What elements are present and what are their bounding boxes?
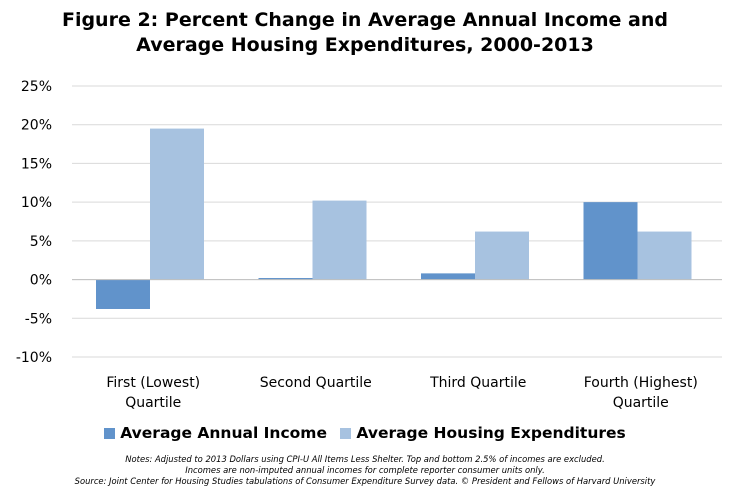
source-line: Source: Joint Center for Housing Studies… bbox=[74, 476, 656, 486]
legend: Average Annual Income Average Housing Ex… bbox=[0, 424, 730, 442]
x-category-label-line: Quartile bbox=[125, 395, 181, 411]
x-category-label-line: Third Quartile bbox=[429, 375, 526, 391]
chart-title-line-2: Average Housing Expenditures, 2000-2013 bbox=[136, 34, 594, 56]
notes-line-1: Notes: Adjusted to 2013 Dollars using CP… bbox=[125, 454, 605, 464]
x-category-label: Third Quartile bbox=[429, 375, 526, 391]
legend-item-income: Average Annual Income bbox=[104, 424, 327, 442]
x-category-label-line: Second Quartile bbox=[260, 375, 372, 391]
bar-chart: -10% -5% 0% 5% 10% 15% 20% 25% First (Lowest) Qua… bbox=[16, 79, 722, 411]
legend-item-housing: Average Housing Expenditures bbox=[340, 424, 626, 442]
y-tick-label: 0% bbox=[30, 273, 52, 289]
y-tick-label: -5% bbox=[25, 311, 52, 327]
x-category-label: Fourth (Highest) Quartile bbox=[584, 375, 698, 411]
bar-income bbox=[421, 273, 475, 280]
bar-housing bbox=[150, 128, 204, 280]
bar-housing bbox=[312, 200, 367, 280]
bar-income bbox=[258, 278, 313, 280]
y-tick-label: -10% bbox=[16, 350, 52, 366]
chart-title: Figure 2: Percent Change in Average Annu… bbox=[0, 8, 730, 58]
legend-swatch-income bbox=[104, 428, 116, 439]
notes-line-2: Incomes are non-imputed annual incomes f… bbox=[185, 465, 545, 475]
chart-title-line-1: Figure 2: Percent Change in Average Annu… bbox=[61, 9, 669, 31]
y-tick-label: 20% bbox=[21, 118, 52, 134]
x-category-label: First (Lowest) Quartile bbox=[106, 375, 200, 411]
legend-swatch-housing bbox=[340, 428, 352, 439]
legend-label-housing: Average Housing Expenditures bbox=[356, 424, 626, 442]
x-category-label-line: First (Lowest) bbox=[106, 375, 200, 391]
y-tick-label: 10% bbox=[21, 195, 52, 211]
footnotes: Notes: Adjusted to 2013 Dollars using CP… bbox=[0, 454, 730, 487]
x-category-label: Second Quartile bbox=[260, 375, 372, 391]
bar-housing bbox=[475, 231, 529, 280]
bar-income bbox=[96, 279, 150, 309]
bar-income bbox=[583, 202, 638, 280]
x-category-label-line: Fourth (Highest) bbox=[584, 375, 698, 391]
y-tick-label: 15% bbox=[21, 156, 52, 172]
legend-label-income: Average Annual Income bbox=[120, 424, 327, 442]
y-tick-label: 5% bbox=[30, 234, 52, 250]
y-tick-label: 25% bbox=[21, 79, 52, 95]
x-category-label-line: Quartile bbox=[613, 395, 669, 411]
bar-housing bbox=[637, 231, 692, 280]
